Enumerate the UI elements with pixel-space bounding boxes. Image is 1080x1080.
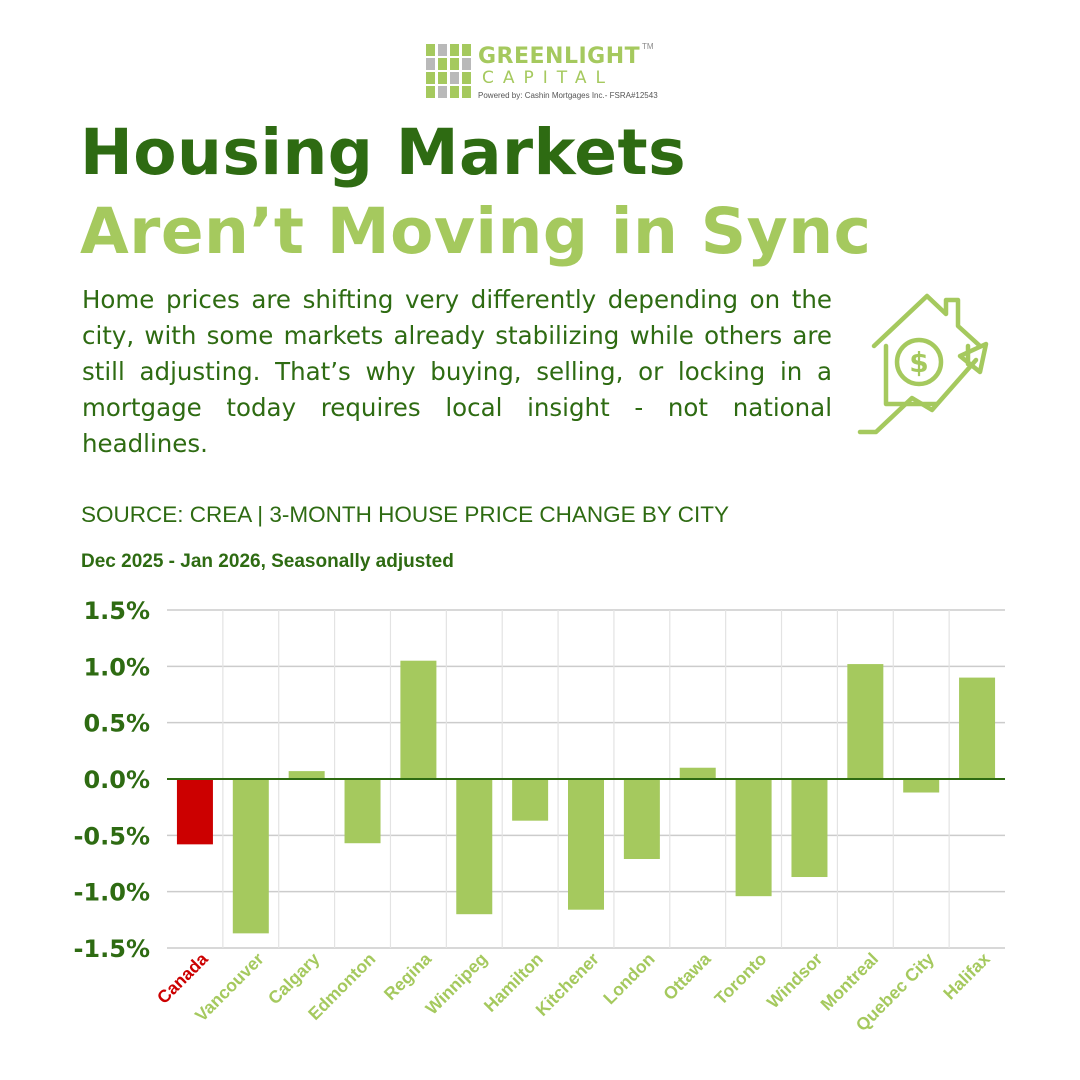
logo-grid-square: [450, 86, 459, 98]
x-tick-label: London: [599, 949, 658, 1008]
y-tick-label: -0.5%: [73, 822, 150, 850]
bar-hamilton: [512, 779, 549, 821]
y-tick-label: 1.5%: [83, 597, 150, 625]
x-tick-label: Ottawa: [659, 949, 715, 1005]
y-tick-label: -1.0%: [73, 879, 150, 907]
house-dollar-trend-up-icon: $: [857, 293, 989, 435]
logo-grid-square: [462, 86, 471, 98]
bar-canada: [176, 779, 213, 845]
y-tick-label: 0.5%: [83, 710, 150, 738]
logo-grid-square: [438, 86, 447, 98]
bar-halifax: [959, 677, 996, 779]
chart-subtitle: Dec 2025 - Jan 2026, Seasonally adjusted: [81, 551, 454, 572]
logo-trademark: TM: [642, 42, 654, 51]
price-change-bar-chart: 1.5%1.0%0.5%0.0%-0.5%-1.0%-1.5% CanadaVan…: [73, 597, 1005, 1035]
bar-kitchener: [568, 779, 604, 910]
logo-grid-square: [462, 72, 471, 84]
headline-line-1: Housing Markets: [80, 116, 687, 189]
bar-regina: [400, 660, 437, 779]
logo-grid-square: [450, 58, 459, 70]
bar-london: [623, 779, 660, 859]
logo-subtitle: CAPITAL: [482, 68, 614, 88]
logo-grid-square: [450, 72, 459, 84]
x-tick-label: Toronto: [710, 949, 770, 1009]
bar-ottawa: [679, 767, 716, 779]
svg-text:$: $: [909, 346, 928, 379]
logo-grid-square: [462, 44, 471, 56]
chart-title: SOURCE: CREA | 3-MONTH HOUSE PRICE CHANG…: [81, 502, 730, 527]
logo-grid-square: [426, 44, 435, 56]
logo-grid-square: [438, 44, 447, 56]
x-tick-label: Windsor: [763, 949, 827, 1013]
headline-line-2: Aren’t Moving in Sync: [80, 195, 872, 268]
bar-vancouver: [232, 779, 269, 934]
bar-windsor: [791, 779, 828, 878]
bar-montreal: [847, 664, 884, 779]
logo-grid-square: [450, 44, 459, 56]
bar-calgary: [288, 771, 325, 779]
logo-grid-square: [438, 58, 447, 70]
logo-grid-square: [426, 72, 435, 84]
bar-edmonton: [344, 779, 381, 844]
logo-powered-by: Powered by: Cashin Mortgages Inc.- FSRA#…: [478, 91, 658, 100]
y-tick-label: 1.0%: [83, 653, 150, 681]
logo-grid-square: [438, 72, 447, 84]
logo-grid-square: [426, 58, 435, 70]
greenlight-logo: GREENLIGHT TM CAPITAL Powered by: Cashin…: [426, 42, 666, 104]
logo-name: GREENLIGHT: [478, 44, 641, 69]
x-tick-label: Winnipeg: [421, 949, 491, 1019]
x-tick-label: Halifax: [939, 948, 994, 1003]
bar-winnipeg: [456, 779, 493, 915]
x-tick-label: Regina: [380, 949, 436, 1005]
logo-grid-square: [426, 86, 435, 98]
bar-quebec-city: [903, 779, 940, 793]
y-tick-label: -1.5%: [73, 935, 150, 963]
intro-paragraph: Home prices are shifting very differentl…: [82, 285, 832, 458]
bar-toronto: [735, 779, 772, 897]
y-tick-label: 0.0%: [83, 766, 150, 794]
logo-grid-icon: [426, 44, 474, 100]
logo-grid-square: [462, 58, 471, 70]
